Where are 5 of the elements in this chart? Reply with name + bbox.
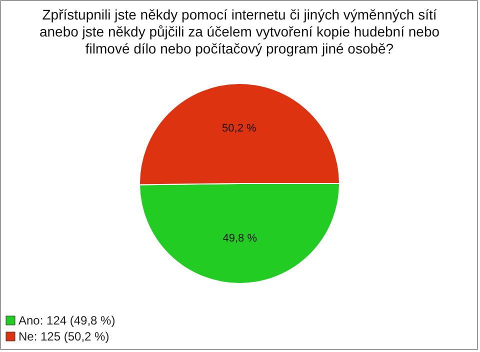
chart-title: Zpřístupnili jste někdy pomocí internetu či jiných výměnných sítí anebo jste někdy půjčili za účelem vytvoření kopie hudební nebo filmové dílo nebo počítačový program jiné osobě? [39, 6, 440, 56]
data-label: 50,2 % [222, 122, 256, 134]
legend-label: Ano: 124 (49,8 %) [18, 314, 116, 328]
data-label: 49,8 % [222, 232, 258, 244]
legend-label: Ne: 125 (50,2 %) [18, 330, 110, 344]
